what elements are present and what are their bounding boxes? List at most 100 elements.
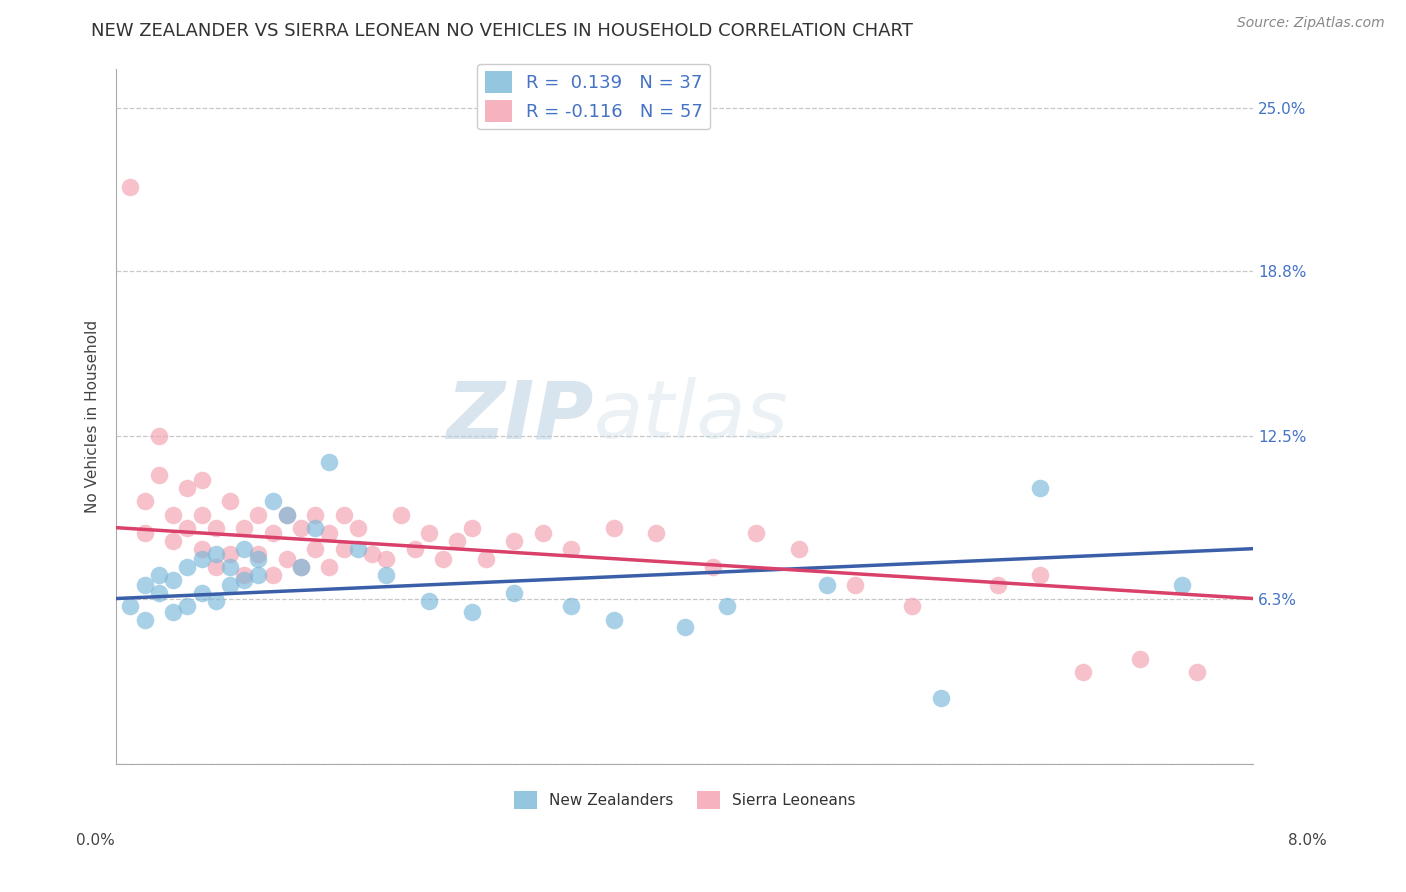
Point <box>176 599 198 614</box>
Point <box>432 552 454 566</box>
Point <box>1071 665 1094 679</box>
Point <box>418 594 440 608</box>
Point <box>531 525 554 540</box>
Legend: New Zealanders, Sierra Leoneans: New Zealanders, Sierra Leoneans <box>508 784 862 815</box>
Point <box>219 547 242 561</box>
Y-axis label: No Vehicles in Household: No Vehicles in Household <box>86 319 100 513</box>
Point <box>318 560 340 574</box>
Point <box>162 508 184 522</box>
Point <box>176 481 198 495</box>
Point <box>475 552 498 566</box>
Point <box>389 508 412 522</box>
Text: 8.0%: 8.0% <box>1288 833 1327 847</box>
Point <box>204 521 226 535</box>
Point <box>134 494 156 508</box>
Point <box>120 599 142 614</box>
Point <box>290 521 312 535</box>
Point <box>190 586 212 600</box>
Point <box>276 552 298 566</box>
Point <box>176 560 198 574</box>
Point <box>247 547 270 561</box>
Point <box>460 605 482 619</box>
Point <box>162 605 184 619</box>
Point <box>304 521 326 535</box>
Point <box>148 586 170 600</box>
Point <box>815 578 838 592</box>
Point <box>318 455 340 469</box>
Point <box>901 599 924 614</box>
Text: ZIP: ZIP <box>447 377 593 455</box>
Point <box>460 521 482 535</box>
Point <box>347 521 370 535</box>
Point <box>318 525 340 540</box>
Point <box>1029 481 1052 495</box>
Point <box>233 573 256 587</box>
Point <box>290 560 312 574</box>
Point <box>219 560 242 574</box>
Point <box>929 691 952 706</box>
Point <box>560 599 582 614</box>
Point <box>503 586 526 600</box>
Point <box>347 541 370 556</box>
Point <box>276 508 298 522</box>
Point <box>219 494 242 508</box>
Point <box>190 508 212 522</box>
Point <box>290 560 312 574</box>
Point <box>148 429 170 443</box>
Point <box>162 533 184 548</box>
Point <box>673 620 696 634</box>
Point <box>375 568 398 582</box>
Point <box>204 547 226 561</box>
Point <box>332 541 354 556</box>
Point <box>233 568 256 582</box>
Point <box>190 552 212 566</box>
Point <box>418 525 440 540</box>
Point <box>247 552 270 566</box>
Text: 0.0%: 0.0% <box>76 833 115 847</box>
Point <box>603 613 626 627</box>
Point <box>446 533 468 548</box>
Point <box>276 508 298 522</box>
Point <box>190 541 212 556</box>
Text: atlas: atlas <box>593 377 789 455</box>
Point <box>247 568 270 582</box>
Point <box>361 547 384 561</box>
Point <box>134 613 156 627</box>
Point <box>148 468 170 483</box>
Point <box>986 578 1008 592</box>
Point <box>162 573 184 587</box>
Point <box>332 508 354 522</box>
Point <box>1185 665 1208 679</box>
Point <box>745 525 768 540</box>
Point <box>233 521 256 535</box>
Point <box>204 594 226 608</box>
Text: NEW ZEALANDER VS SIERRA LEONEAN NO VEHICLES IN HOUSEHOLD CORRELATION CHART: NEW ZEALANDER VS SIERRA LEONEAN NO VEHIC… <box>91 21 914 39</box>
Point <box>262 568 284 582</box>
Point <box>120 179 142 194</box>
Point <box>503 533 526 548</box>
Point <box>1129 652 1152 666</box>
Text: Source: ZipAtlas.com: Source: ZipAtlas.com <box>1237 16 1385 29</box>
Point <box>219 578 242 592</box>
Point <box>404 541 426 556</box>
Point <box>645 525 668 540</box>
Point <box>176 521 198 535</box>
Point <box>375 552 398 566</box>
Point <box>247 508 270 522</box>
Point <box>844 578 866 592</box>
Point <box>262 525 284 540</box>
Point <box>304 508 326 522</box>
Point <box>134 578 156 592</box>
Point <box>233 541 256 556</box>
Point <box>560 541 582 556</box>
Point <box>262 494 284 508</box>
Point <box>787 541 810 556</box>
Point <box>304 541 326 556</box>
Point <box>1029 568 1052 582</box>
Point <box>1171 578 1194 592</box>
Point <box>148 568 170 582</box>
Point <box>204 560 226 574</box>
Point <box>190 474 212 488</box>
Point <box>603 521 626 535</box>
Point <box>134 525 156 540</box>
